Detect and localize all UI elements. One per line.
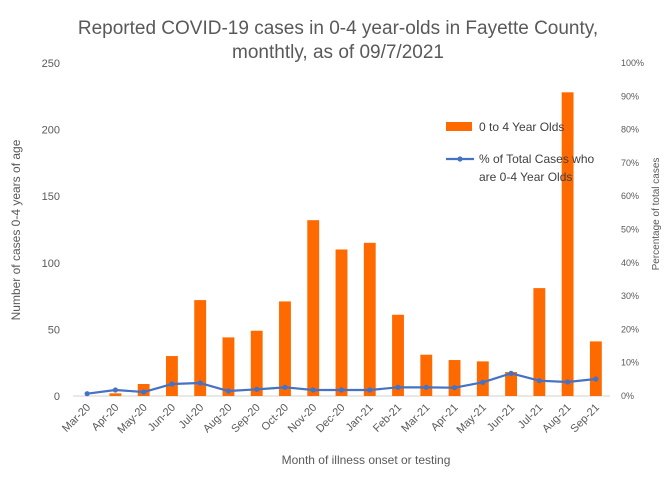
- x-tick-label: May-21: [455, 402, 489, 436]
- x-tick-label: Aug-21: [540, 402, 574, 436]
- percent-point: [254, 386, 260, 392]
- bar: [194, 300, 207, 396]
- bar: [307, 220, 320, 396]
- x-tick-label: Feb-21: [371, 402, 404, 435]
- y-axis-title: Number of cases 0-4 years of age: [9, 139, 23, 320]
- bar: [222, 337, 235, 396]
- x-tick-label: Mar-20: [60, 402, 93, 435]
- percent-point: [508, 370, 514, 376]
- x-tick-label: Sep-21: [568, 402, 602, 436]
- x-axis-title: Month of illness onset or testing: [282, 453, 451, 467]
- bar: [505, 372, 518, 396]
- x-tick-label: Oct-20: [259, 402, 291, 434]
- percent-point: [451, 385, 458, 391]
- y2-axis-title: Percentage of total cases: [651, 158, 662, 271]
- bar: [589, 341, 602, 396]
- y2-tick-label: 50%: [621, 225, 639, 235]
- percent-point: [84, 391, 90, 397]
- y2-tick-label: 10%: [621, 358, 639, 368]
- bar: [250, 330, 263, 396]
- bar: [363, 242, 376, 396]
- x-tick-label: Mar-21: [399, 402, 432, 435]
- bar: [279, 301, 291, 396]
- x-tick-label: Jun-21: [485, 402, 517, 434]
- percent-point: [565, 379, 571, 385]
- y2-tick-label: 70%: [621, 158, 639, 168]
- bar: [561, 92, 574, 396]
- chart-title-line-1: Reported COVID-19 cases in 0-4 year-olds…: [78, 18, 598, 39]
- legend-line-marker: [457, 156, 463, 162]
- y2-tick-label: 30%: [621, 291, 639, 301]
- percent-point: [169, 381, 175, 387]
- bar: [392, 314, 404, 396]
- percent-point: [395, 384, 401, 390]
- y2-tick-label: 0%: [621, 391, 634, 401]
- percent-point: [282, 384, 288, 390]
- percent-point: [197, 380, 203, 386]
- y-tick-label: 200: [42, 125, 60, 137]
- y-tick-label: 0: [54, 391, 60, 403]
- bar: [448, 360, 461, 396]
- y2-tick-label: 90%: [621, 91, 639, 101]
- y2-tick-label: 40%: [621, 258, 639, 268]
- y2-tick-label: 80%: [621, 125, 639, 135]
- bar: [533, 288, 546, 396]
- bar: [335, 249, 348, 396]
- percent-point: [480, 379, 486, 385]
- percent-point: [141, 389, 147, 395]
- legend: 0 to 4 Year Olds % of Total Cases who ar…: [446, 120, 594, 184]
- bar: [420, 354, 433, 396]
- chart-title-line-2: monthtly, as of 09/7/2021: [232, 42, 444, 63]
- y2-tick-label: 20%: [621, 324, 639, 334]
- x-tick-label: May-20: [115, 402, 149, 436]
- percent-point: [338, 387, 345, 393]
- x-tick-label: Jun-20: [146, 402, 178, 434]
- plot-area: 0 50 100 150 200 250 0% 10% 20% 30% 40% 50% 60% 70% 80…: [42, 58, 644, 436]
- x-tick-label: Aug-20: [201, 402, 235, 436]
- x-tick-label: Dec-20: [314, 402, 348, 436]
- percent-point: [423, 384, 429, 390]
- percent-point: [536, 378, 542, 384]
- x-tick-label: Nov-20: [286, 402, 320, 436]
- y2-tick-label: 60%: [621, 191, 639, 201]
- bar: [476, 361, 489, 396]
- bar: [109, 393, 122, 396]
- x-tick-label: Sep-20: [229, 402, 263, 436]
- percent-point: [112, 387, 118, 393]
- y-tick-label: 50: [48, 324, 60, 336]
- legend-line-label-1: % of Total Cases who: [479, 152, 594, 166]
- y-tick-label: 250: [42, 58, 60, 70]
- legend-bar-label: 0 to 4 Year Olds: [479, 120, 564, 134]
- y-tick-label: 150: [42, 191, 60, 203]
- bar: [165, 356, 178, 396]
- percent-point: [593, 376, 599, 382]
- percent-point: [225, 388, 232, 394]
- percent-point: [367, 387, 373, 393]
- percent-point: [310, 387, 316, 393]
- y-tick-label: 100: [42, 258, 60, 270]
- y2-tick-label: 100%: [621, 58, 644, 68]
- legend-bar-swatch: [446, 122, 472, 131]
- x-tick-label: Jan-21: [344, 402, 376, 434]
- legend-line-label-2: are 0-4 Year Olds: [479, 170, 572, 184]
